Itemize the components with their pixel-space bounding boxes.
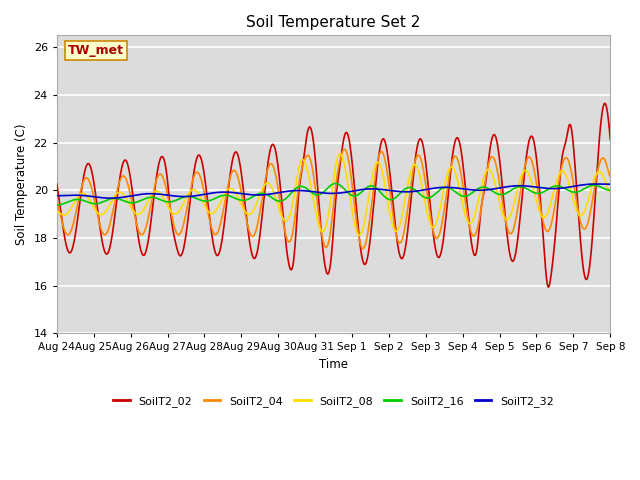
SoilT2_04 [53, 200, 61, 206]
SoilT2_08 [493, 187, 500, 192]
SoilT2_04 [493, 164, 500, 169]
SoilT2_08 [53, 209, 61, 215]
SoilT2_16 [541, 188, 548, 194]
SoilT2_02 [541, 252, 548, 258]
Line: SoilT2_16: SoilT2_16 [57, 183, 611, 205]
SoilT2_02 [492, 134, 499, 140]
Legend: SoilT2_02, SoilT2_04, SoilT2_08, SoilT2_16, SoilT2_32: SoilT2_02, SoilT2_04, SoilT2_08, SoilT2_… [109, 392, 559, 411]
SoilT2_08 [541, 214, 549, 220]
SoilT2_08 [163, 201, 170, 207]
SoilT2_16 [607, 187, 614, 193]
SoilT2_04 [340, 146, 348, 152]
Line: SoilT2_32: SoilT2_32 [57, 184, 611, 198]
X-axis label: Time: Time [319, 358, 348, 371]
Y-axis label: Soil Temperature (C): Soil Temperature (C) [15, 124, 28, 245]
SoilT2_02 [238, 174, 246, 180]
SoilT2_16 [176, 196, 184, 202]
SoilT2_08 [336, 151, 344, 156]
SoilT2_02 [545, 284, 552, 290]
SoilT2_02 [601, 100, 609, 106]
SoilT2_16 [53, 202, 61, 208]
Text: TW_met: TW_met [68, 44, 124, 57]
SoilT2_32 [541, 185, 548, 191]
SoilT2_32 [420, 187, 428, 193]
Line: SoilT2_02: SoilT2_02 [57, 103, 611, 287]
SoilT2_08 [420, 195, 428, 201]
SoilT2_32 [107, 195, 115, 201]
SoilT2_16 [163, 199, 170, 204]
SoilT2_04 [607, 173, 614, 179]
SoilT2_16 [238, 197, 246, 203]
SoilT2_08 [176, 207, 184, 213]
SoilT2_32 [593, 181, 600, 187]
SoilT2_04 [359, 246, 367, 252]
SoilT2_04 [163, 187, 170, 192]
SoilT2_08 [238, 203, 246, 209]
SoilT2_16 [420, 194, 428, 200]
SoilT2_32 [53, 193, 61, 199]
SoilT2_04 [238, 192, 246, 198]
SoilT2_16 [332, 180, 339, 186]
SoilT2_02 [163, 169, 170, 175]
SoilT2_02 [419, 144, 427, 150]
SoilT2_04 [541, 226, 549, 232]
SoilT2_32 [177, 193, 184, 199]
Line: SoilT2_04: SoilT2_04 [57, 149, 611, 249]
SoilT2_32 [607, 181, 614, 187]
SoilT2_08 [355, 232, 363, 238]
SoilT2_16 [492, 191, 500, 196]
SoilT2_02 [53, 181, 61, 187]
Line: SoilT2_08: SoilT2_08 [57, 154, 611, 235]
SoilT2_32 [163, 192, 171, 198]
SoilT2_02 [607, 137, 614, 143]
Title: Soil Temperature Set 2: Soil Temperature Set 2 [246, 15, 420, 30]
SoilT2_08 [607, 189, 614, 194]
SoilT2_04 [420, 171, 428, 177]
SoilT2_02 [176, 253, 184, 259]
SoilT2_04 [176, 231, 184, 237]
SoilT2_32 [492, 186, 500, 192]
SoilT2_32 [238, 191, 246, 196]
